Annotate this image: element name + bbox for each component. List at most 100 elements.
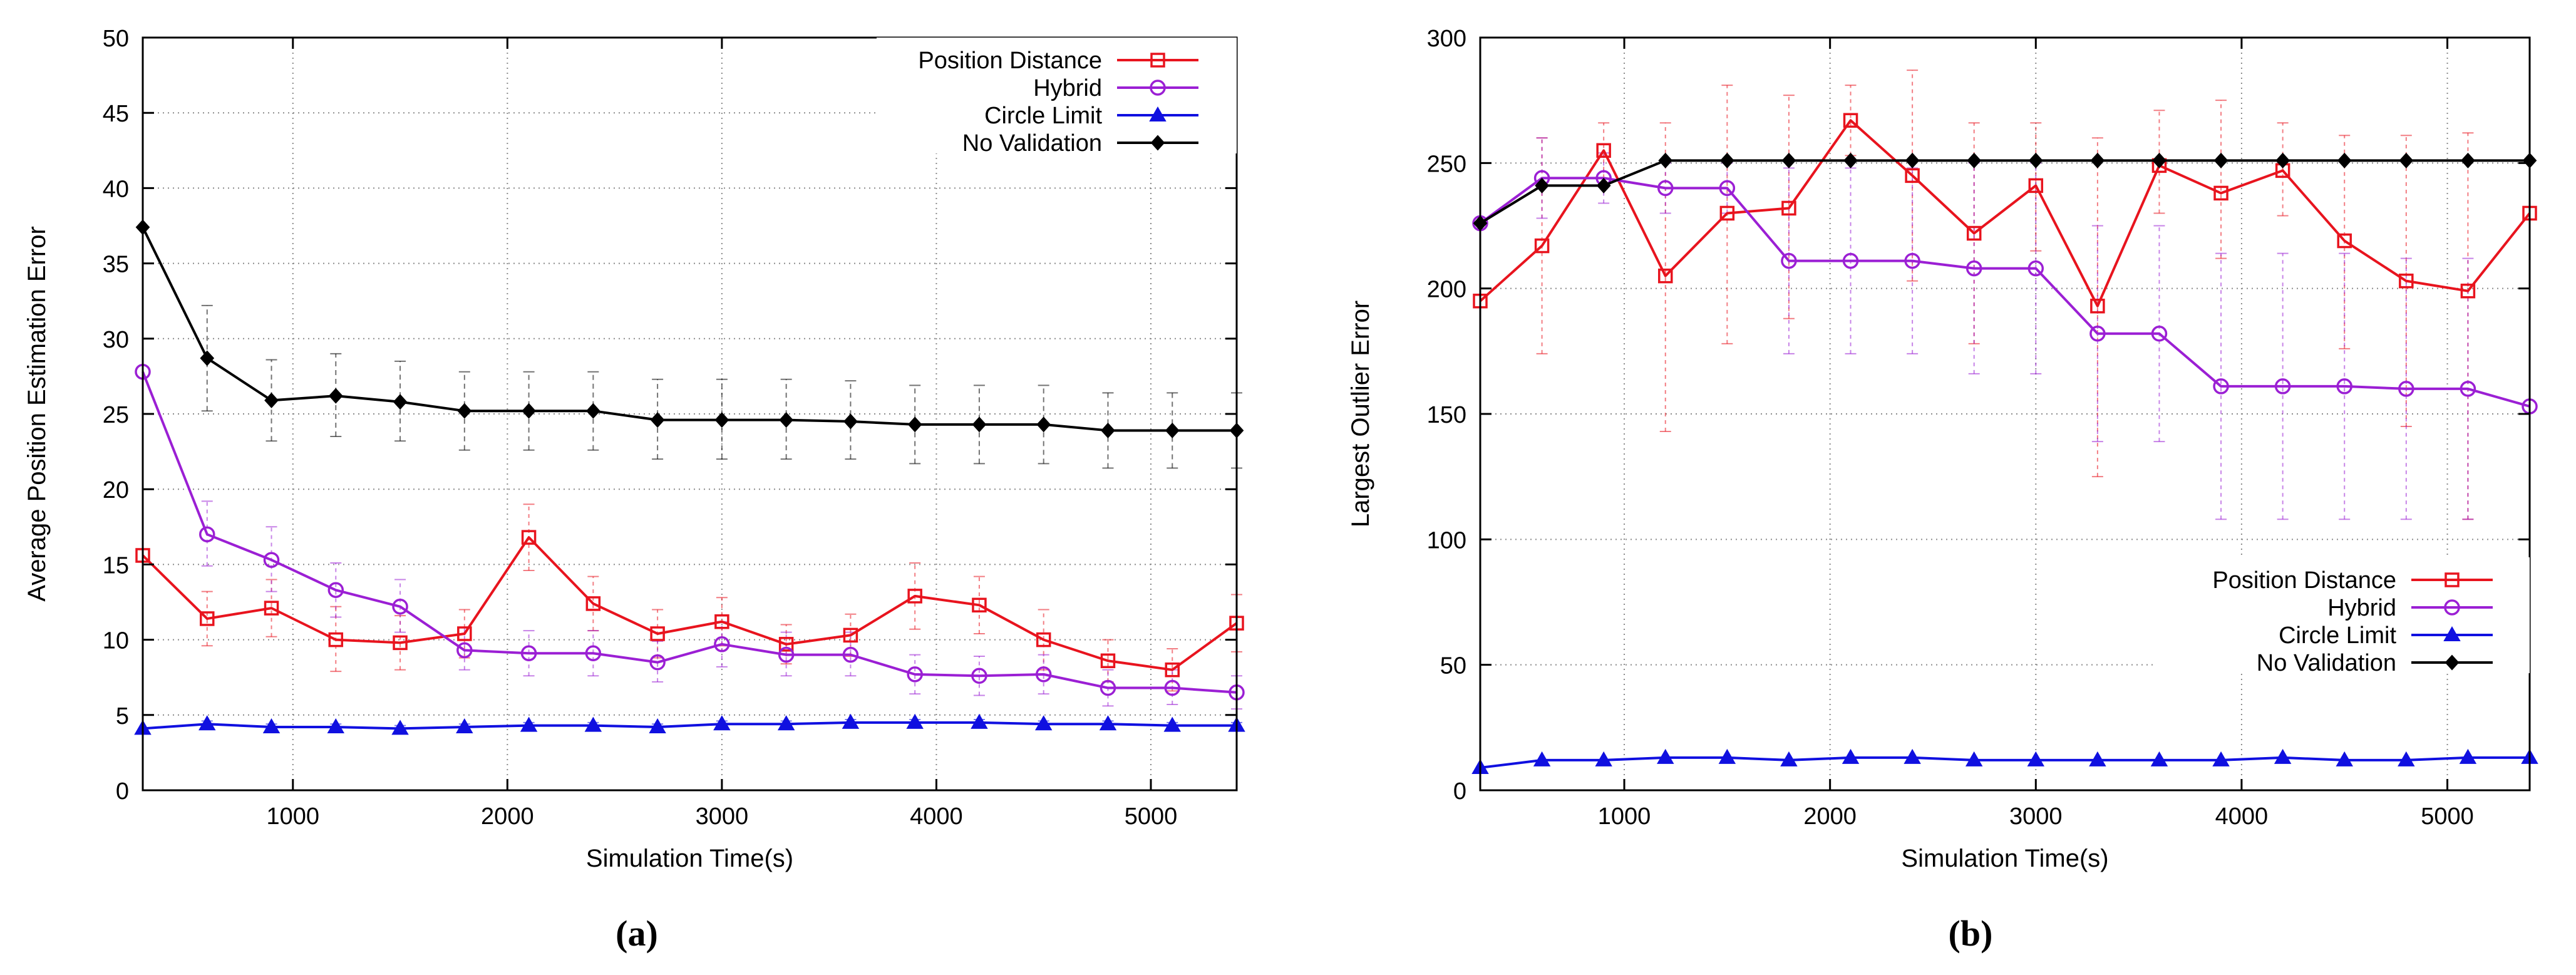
x-tick-label: 3000 (2009, 803, 2063, 830)
y-tick-label: 35 (103, 252, 129, 278)
panel-caption: (b) (1949, 913, 1993, 954)
data-point (1966, 225, 1982, 241)
data-point (520, 716, 538, 732)
legend-marker (2445, 572, 2460, 587)
legend-label: Position Distance (918, 48, 1102, 74)
grid-lines (1480, 38, 2530, 790)
x-tick-label: 4000 (910, 803, 963, 830)
data-point (649, 718, 666, 734)
legend-marker (1150, 53, 1165, 68)
data-point (521, 530, 537, 545)
legend-background (2154, 557, 2530, 673)
x-tick-label: 3000 (696, 803, 749, 830)
data-point (906, 713, 924, 729)
data-point (1036, 632, 1051, 647)
data-point (713, 715, 731, 731)
data-point (1657, 180, 1674, 197)
y-tick-label: 50 (103, 26, 129, 52)
data-point (778, 637, 794, 652)
data-point (1165, 422, 1180, 438)
y-tick-label: 0 (116, 778, 129, 805)
data-point (392, 598, 408, 615)
data-point (1535, 177, 1549, 193)
legend-item-circle-limit: Circle Limit (984, 103, 1198, 129)
y-tick-label: 200 (1427, 277, 1466, 303)
data-point (1904, 748, 1921, 764)
y-axis-label: Average Position Estimation Error (23, 226, 51, 602)
data-point (1100, 653, 1116, 669)
y-tick-label: 150 (1427, 402, 1466, 428)
data-point (2460, 381, 2476, 397)
data-point (1843, 113, 1858, 128)
legend-label: Hybrid (2327, 595, 2396, 621)
data-point (393, 394, 408, 410)
legend-marker (2444, 599, 2460, 616)
data-point (585, 596, 601, 611)
data-point (1780, 751, 1798, 766)
data-point (1658, 152, 1673, 168)
y-axis-label: Largest Outlier Error (1347, 301, 1374, 527)
series-line (142, 536, 1238, 671)
data-point (2337, 152, 2352, 168)
data-point (2336, 378, 2352, 395)
data-point (327, 582, 344, 599)
data-point (842, 646, 859, 663)
x-tick-label: 5000 (2421, 803, 2474, 830)
data-point (907, 589, 922, 604)
series-line (142, 227, 1237, 432)
data-point (1967, 152, 1982, 168)
data-point (1965, 751, 1983, 766)
data-point (2398, 381, 2414, 397)
data-point (1035, 666, 1052, 683)
data-point (585, 645, 602, 661)
data-point (1534, 238, 1550, 254)
legend-item-circle-limit: Circle Limit (2279, 622, 2493, 649)
series-circle-limit (1471, 748, 2538, 774)
error-bars-position-distance (1536, 70, 2474, 520)
x-tick-label: 5000 (1125, 803, 1178, 830)
data-point (971, 713, 988, 729)
data-point (522, 403, 536, 419)
data-point (1657, 748, 1674, 764)
data-point (714, 636, 730, 653)
data-point (1720, 152, 1734, 168)
x-tick-label: 2000 (481, 803, 534, 830)
data-point (2027, 260, 2044, 277)
data-point (2460, 283, 2476, 299)
data-point (2213, 185, 2228, 201)
y-tick-label: 15 (103, 552, 129, 579)
data-point (263, 552, 280, 568)
data-point (2151, 326, 2168, 342)
legend-item-no-validation: No Validation (2257, 650, 2493, 676)
error-bars-position-distance (201, 503, 1242, 692)
data-point (2089, 751, 2106, 766)
x-tick-label: 4000 (2215, 803, 2269, 830)
data-point (1165, 662, 1180, 678)
legend-item-no-validation: No Validation (962, 130, 1198, 157)
data-point (2398, 751, 2415, 766)
series-no-validation (1473, 152, 2537, 231)
data-point (2399, 273, 2414, 289)
data-point (907, 416, 922, 433)
data-point (1842, 748, 1860, 764)
data-point (1596, 177, 1611, 193)
y-tick-label: 250 (1427, 151, 1466, 177)
data-point (198, 715, 216, 731)
data-point (1163, 716, 1181, 732)
series-line (142, 371, 1237, 694)
data-point (1842, 252, 1859, 269)
y-tick-label: 10 (103, 628, 129, 654)
data-point (264, 392, 279, 408)
data-point (2275, 152, 2290, 168)
legend-label: No Validation (962, 130, 1102, 157)
chart-panel-b: 1000 2000 3000 4000 5000 0 50 100 150 200 250 300 Si… (1347, 26, 2538, 954)
data-point (456, 718, 473, 734)
series-circle-limit (134, 713, 1245, 735)
data-point (650, 412, 665, 428)
legend-item-hybrid: Hybrid (2327, 595, 2493, 621)
y-tick-label: 5 (116, 703, 129, 730)
data-point (262, 718, 281, 734)
y-tick-label: 50 (1440, 653, 1466, 679)
series-line (1479, 159, 2530, 225)
